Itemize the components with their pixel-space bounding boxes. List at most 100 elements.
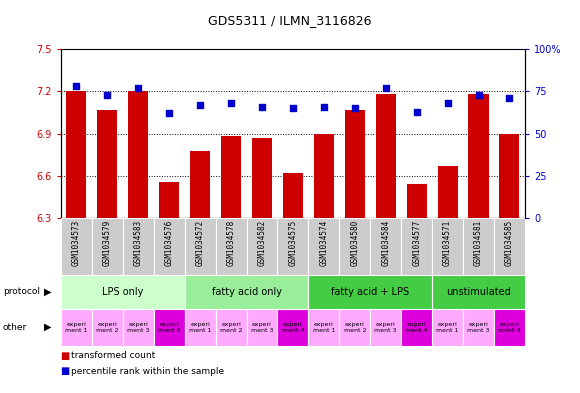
Bar (437, 166, 458, 218)
Point (505, 95, 514, 101)
Text: GSM1034571: GSM1034571 (443, 220, 452, 266)
Text: experi
ment 1: experi ment 1 (436, 322, 459, 332)
Text: GSM1034581: GSM1034581 (474, 220, 483, 266)
Bar (97, 110, 117, 218)
Bar (345, 110, 365, 218)
Text: ▶: ▶ (44, 322, 51, 332)
Point (474, 92, 483, 98)
Text: GSM1034577: GSM1034577 (412, 220, 421, 266)
Point (443, 100, 452, 107)
Bar (277, 218, 309, 275)
Bar (92, 309, 123, 346)
Text: experi
ment 3: experi ment 3 (251, 322, 273, 332)
Text: GSM1034576: GSM1034576 (165, 220, 173, 266)
Bar (123, 218, 154, 275)
Text: GSM1034584: GSM1034584 (381, 220, 390, 266)
Text: experi
ment 2: experi ment 2 (343, 322, 366, 332)
Bar (277, 309, 309, 346)
Bar (401, 218, 432, 275)
Text: GSM1034583: GSM1034583 (134, 220, 143, 266)
Bar (61, 309, 92, 346)
Text: fatty acid only: fatty acid only (212, 287, 281, 297)
Bar (309, 218, 339, 275)
Text: GSM1034579: GSM1034579 (103, 220, 112, 266)
Text: experi
ment 2: experi ment 2 (96, 322, 118, 332)
Text: ■: ■ (61, 351, 73, 361)
Point (165, 110, 174, 116)
Text: GSM1034572: GSM1034572 (195, 220, 205, 266)
Text: GSM1034580: GSM1034580 (350, 220, 359, 266)
Text: experi
ment 1: experi ment 1 (65, 322, 88, 332)
Bar (309, 309, 339, 346)
Bar (432, 275, 525, 309)
Bar (184, 218, 216, 275)
Point (258, 103, 267, 110)
Point (288, 105, 298, 112)
Text: experi
ment 2: experi ment 2 (220, 322, 242, 332)
Bar (246, 309, 277, 346)
Bar (499, 134, 520, 218)
Point (412, 108, 421, 115)
Bar (66, 91, 86, 218)
Text: unstimulated: unstimulated (446, 287, 511, 297)
Text: GSM1034574: GSM1034574 (320, 220, 328, 266)
Bar (314, 134, 334, 218)
Bar (216, 309, 246, 346)
Bar (159, 182, 179, 218)
Bar (339, 218, 370, 275)
Text: experi
ment 4: experi ment 4 (158, 322, 180, 332)
Bar (184, 275, 309, 309)
Text: protocol: protocol (3, 287, 40, 296)
Bar (469, 94, 488, 218)
Bar (61, 218, 92, 275)
Bar (463, 309, 494, 346)
Text: GSM1034578: GSM1034578 (227, 220, 235, 266)
Text: fatty acid + LPS: fatty acid + LPS (331, 287, 409, 297)
Bar (401, 309, 432, 346)
Bar (370, 218, 401, 275)
Text: experi
ment 4: experi ment 4 (498, 322, 521, 332)
Bar (154, 309, 184, 346)
Bar (246, 218, 277, 275)
Text: experi
ment 1: experi ment 1 (313, 322, 335, 332)
Text: ■: ■ (61, 366, 73, 376)
Text: experi
ment 3: experi ment 3 (127, 322, 150, 332)
Bar (283, 173, 303, 218)
Bar (370, 309, 401, 346)
Bar (154, 218, 184, 275)
Bar (123, 309, 154, 346)
Text: experi
ment 4: experi ment 4 (282, 322, 304, 332)
Text: experi
ment 3: experi ment 3 (467, 322, 490, 332)
Bar (61, 275, 184, 309)
Text: transformed count: transformed count (71, 351, 155, 360)
Point (319, 103, 328, 110)
Point (72, 83, 81, 90)
Point (350, 105, 360, 112)
Text: other: other (3, 323, 27, 332)
Text: experi
ment 3: experi ment 3 (375, 322, 397, 332)
Text: GSM1034582: GSM1034582 (258, 220, 266, 266)
Bar (432, 309, 463, 346)
Bar (184, 309, 216, 346)
Bar (309, 275, 432, 309)
Text: experi
ment 1: experi ment 1 (189, 322, 211, 332)
Bar (494, 309, 525, 346)
Text: GSM1034573: GSM1034573 (72, 220, 81, 266)
Point (133, 85, 143, 91)
Point (195, 102, 205, 108)
Point (103, 92, 112, 98)
Point (381, 85, 390, 91)
Bar (128, 91, 148, 218)
Bar (463, 218, 494, 275)
Bar (190, 151, 210, 218)
Bar (252, 138, 272, 218)
Text: percentile rank within the sample: percentile rank within the sample (71, 367, 224, 376)
Point (226, 100, 235, 107)
Bar (221, 136, 241, 218)
Text: GSM1034575: GSM1034575 (288, 220, 298, 266)
Text: experi
ment 4: experi ment 4 (405, 322, 428, 332)
Bar (432, 218, 463, 275)
Text: ▶: ▶ (44, 287, 51, 297)
Text: GSM1034585: GSM1034585 (505, 220, 514, 266)
Bar (92, 218, 123, 275)
